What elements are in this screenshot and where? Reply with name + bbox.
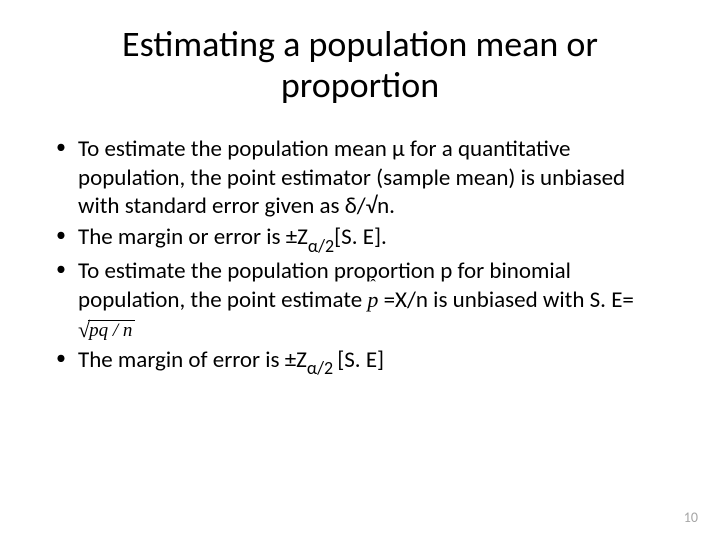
list-item: To estimate the population proportion p …	[50, 257, 670, 344]
list-item: The margin of error is ±Zα/2 [S. E]	[50, 346, 670, 378]
title-line-1: Estimating a population mean or	[122, 22, 598, 66]
bullet-text: [S. E].	[334, 223, 387, 251]
bullet-text: The margin of error is ±Z	[78, 346, 307, 374]
list-item: To estimate the population mean μ for a …	[50, 135, 670, 221]
sqrt-formula: √pq / n	[78, 316, 135, 344]
bullet-text: The margin or error is ±Z	[78, 223, 308, 251]
bullet-text: [S. E]	[337, 346, 384, 374]
slide-title: Estimating a population mean or proporti…	[50, 24, 670, 107]
title-line-2: proportion	[281, 63, 439, 107]
page-number: 10	[684, 509, 698, 526]
subscript: α/2	[308, 235, 334, 257]
bullet-text: To estimate the population mean μ for a …	[78, 135, 625, 221]
p-hat-symbol: p	[367, 286, 378, 314]
sqrt-argument: pq / n	[88, 320, 135, 340]
bullet-text: =X/n is unbiased with S. E=	[378, 286, 633, 314]
list-item: The margin or error is ±Zα/2[S. E].	[50, 223, 670, 255]
subscript: α/2	[307, 357, 337, 379]
bullet-list: To estimate the population mean μ for a …	[50, 135, 670, 378]
